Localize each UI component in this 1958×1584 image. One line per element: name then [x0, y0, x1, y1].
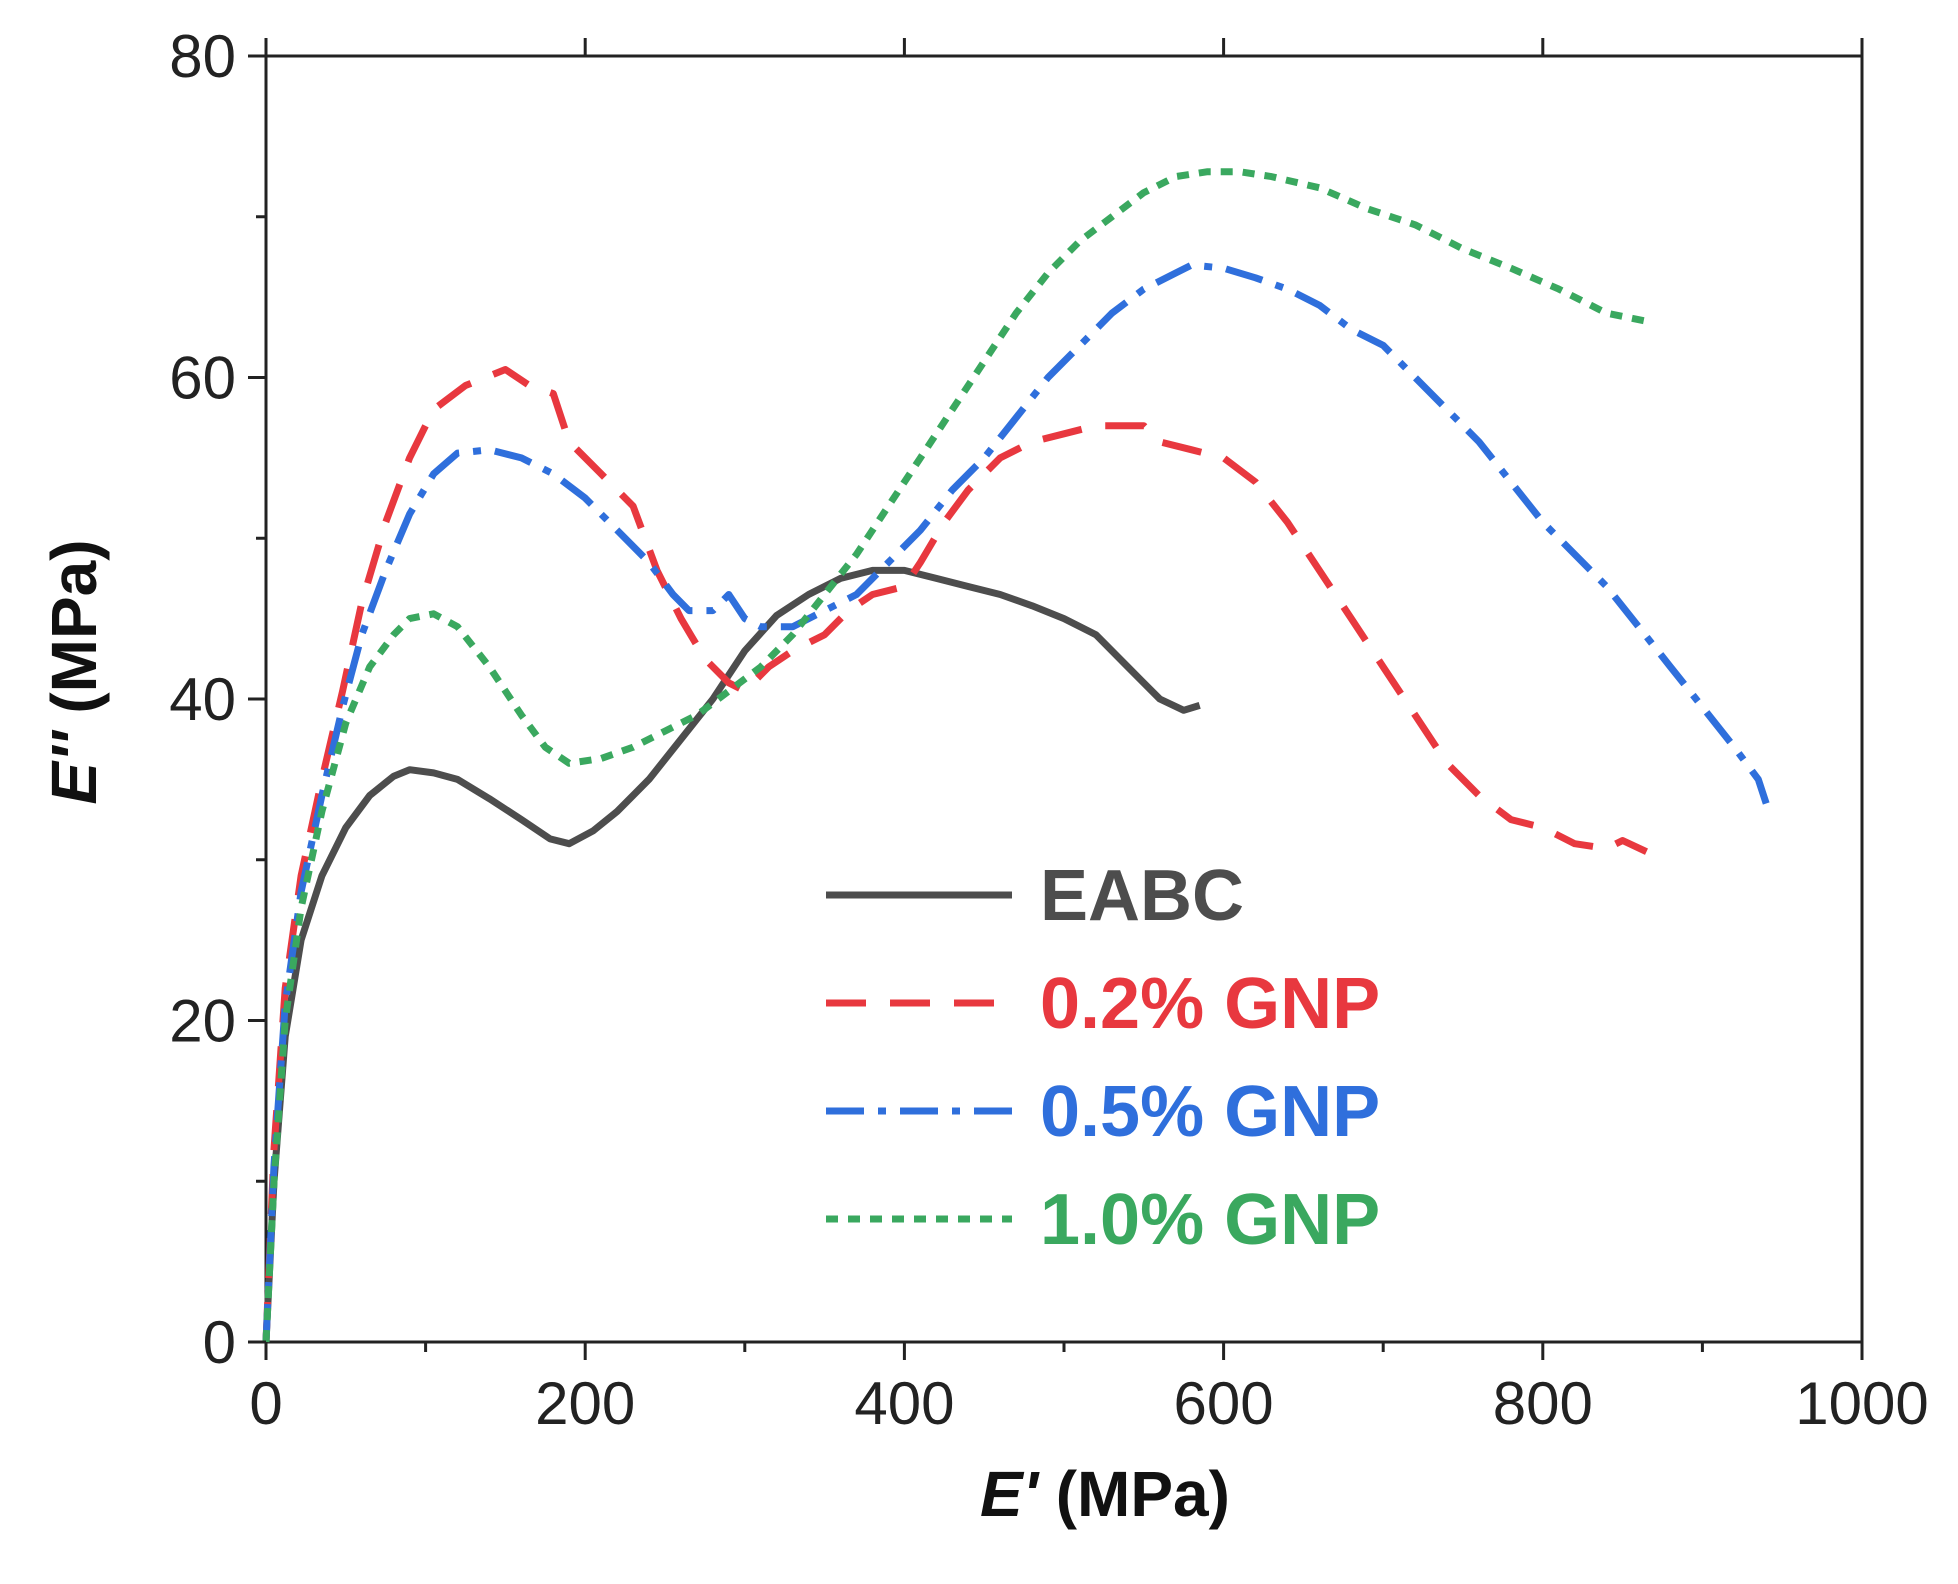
y-axis-unit: (MPa) [38, 539, 110, 731]
legend-label-3: 0.5% GNP [1040, 1072, 1380, 1152]
legend: EABC 0.2% GNP 0.5% GNP 1.0% GNP [826, 856, 1380, 1260]
legend-label-4: 1.0% GNP [1040, 1180, 1380, 1260]
series-line-2 [262, 366, 1648, 1343]
series-line-4 [262, 168, 1648, 1343]
x-tick-label: 800 [1493, 1370, 1593, 1437]
ticks-layer: 0 200 400 600 800 1000 0 20 40 60 80 [169, 23, 1928, 1437]
y-tick-label: 80 [169, 23, 236, 90]
x-axis-unit: (MPa) [1038, 1458, 1230, 1530]
y-axis-title: E'' (MPa) [38, 539, 110, 804]
x-tick-label: 600 [1174, 1370, 1274, 1437]
series-layer [262, 168, 1770, 1343]
x-tick-label: 0 [249, 1370, 282, 1437]
y-axis-symbol: E'' [38, 730, 110, 805]
x-axis-symbol: E' [980, 1458, 1040, 1530]
x-tick-label: 400 [854, 1370, 954, 1437]
series-line-1 [262, 566, 1201, 1343]
series-line-3 [262, 261, 1770, 1343]
y-tick-label: 40 [169, 666, 236, 733]
x-tick-label: 200 [535, 1370, 635, 1437]
y-tick-label: 20 [169, 988, 236, 1055]
x-axis-title: E' (MPa) [980, 1458, 1230, 1530]
legend-label-1: EABC [1040, 856, 1244, 936]
y-tick-label: 0 [203, 1309, 236, 1376]
legend-label-2: 0.2% GNP [1040, 964, 1380, 1044]
y-tick-label: 60 [169, 345, 236, 412]
x-tick-label: 1000 [1795, 1370, 1928, 1437]
